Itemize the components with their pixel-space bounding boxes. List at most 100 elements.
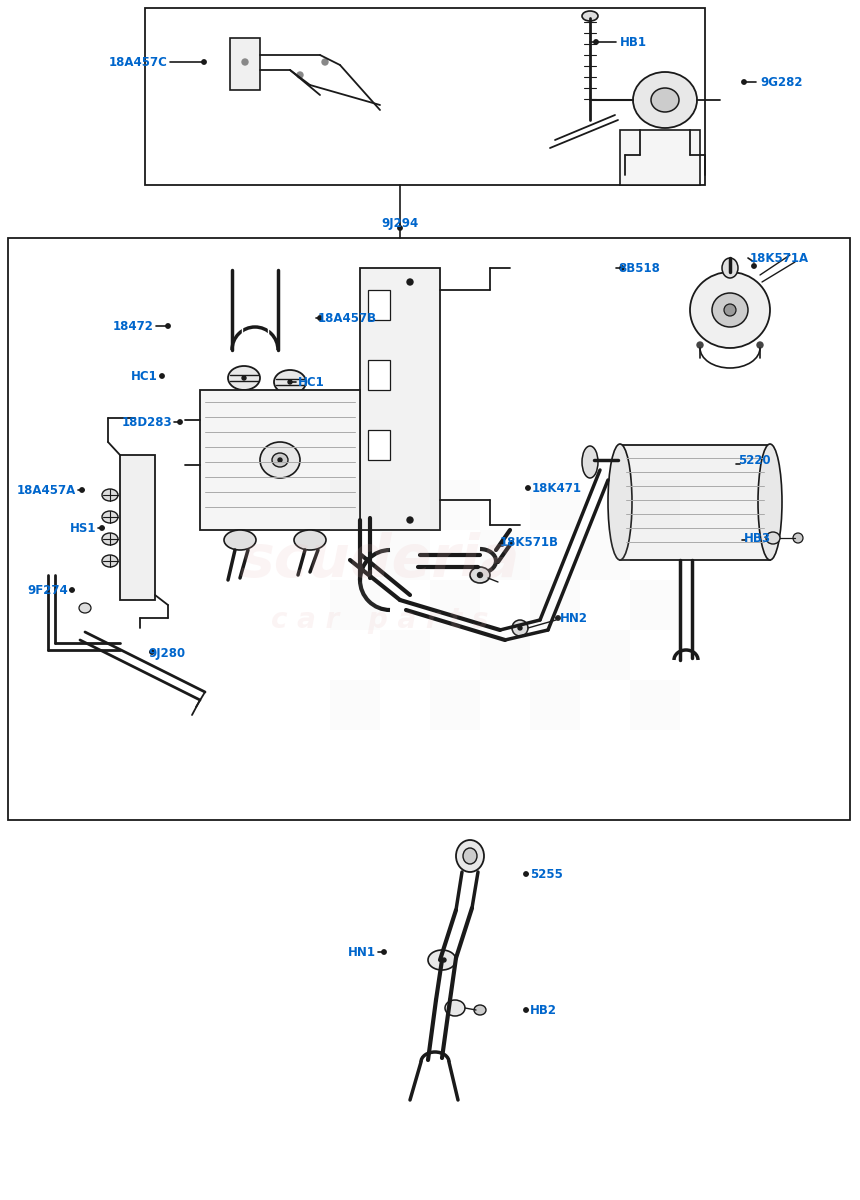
Ellipse shape <box>102 533 118 545</box>
Text: HN2: HN2 <box>560 612 588 624</box>
Ellipse shape <box>470 566 490 583</box>
Polygon shape <box>230 38 260 90</box>
Circle shape <box>100 526 104 530</box>
Circle shape <box>752 264 756 269</box>
Text: 18K571B: 18K571B <box>500 535 559 548</box>
Circle shape <box>556 616 560 620</box>
Circle shape <box>178 420 182 425</box>
Text: 18472: 18472 <box>114 319 154 332</box>
Bar <box>330 680 380 730</box>
Ellipse shape <box>102 554 118 566</box>
Circle shape <box>500 541 504 546</box>
Bar <box>368 360 390 390</box>
Ellipse shape <box>445 1000 465 1016</box>
Ellipse shape <box>428 950 456 970</box>
Text: 18D283: 18D283 <box>121 415 172 428</box>
Text: 9J294: 9J294 <box>381 217 419 230</box>
Bar <box>480 530 530 580</box>
Bar <box>630 680 680 730</box>
Bar <box>630 480 680 530</box>
Bar <box>530 480 580 530</box>
Ellipse shape <box>274 370 306 394</box>
Bar <box>330 580 380 630</box>
Circle shape <box>166 324 170 328</box>
Circle shape <box>70 588 74 593</box>
Text: HB2: HB2 <box>530 1003 557 1016</box>
Circle shape <box>524 1008 528 1012</box>
Ellipse shape <box>712 293 748 326</box>
Bar <box>368 290 390 320</box>
Ellipse shape <box>758 444 782 560</box>
Text: HC1: HC1 <box>132 370 158 383</box>
Bar <box>145 8 705 185</box>
Polygon shape <box>620 130 700 185</box>
Bar <box>330 480 380 530</box>
Circle shape <box>407 517 413 523</box>
Ellipse shape <box>512 620 528 636</box>
Circle shape <box>407 278 413 284</box>
Bar <box>580 630 630 680</box>
Circle shape <box>757 342 763 348</box>
Circle shape <box>742 79 746 84</box>
Ellipse shape <box>272 452 288 467</box>
Circle shape <box>242 376 246 380</box>
Circle shape <box>318 316 322 320</box>
Ellipse shape <box>690 272 770 348</box>
Circle shape <box>620 265 624 270</box>
Circle shape <box>738 462 742 466</box>
Ellipse shape <box>294 530 326 550</box>
Circle shape <box>442 958 446 962</box>
Circle shape <box>382 950 386 954</box>
Text: HB3: HB3 <box>744 532 771 545</box>
Circle shape <box>150 649 154 654</box>
Bar <box>380 530 430 580</box>
Ellipse shape <box>224 530 256 550</box>
Bar <box>430 580 480 630</box>
Circle shape <box>322 59 328 65</box>
Ellipse shape <box>633 72 697 128</box>
Bar <box>580 530 630 580</box>
Text: HB1: HB1 <box>620 36 647 48</box>
Ellipse shape <box>228 366 260 390</box>
Text: c a r   p a r t s: c a r p a r t s <box>271 606 488 634</box>
Text: HC1: HC1 <box>298 376 325 389</box>
Polygon shape <box>620 445 770 560</box>
Circle shape <box>202 60 206 64</box>
Ellipse shape <box>608 444 632 560</box>
Ellipse shape <box>79 602 91 613</box>
Bar <box>430 480 480 530</box>
Ellipse shape <box>474 1006 486 1015</box>
Circle shape <box>242 59 248 65</box>
Ellipse shape <box>793 533 803 542</box>
Ellipse shape <box>260 442 300 478</box>
Text: HN1: HN1 <box>348 946 376 959</box>
Circle shape <box>524 871 528 876</box>
Bar <box>380 630 430 680</box>
Ellipse shape <box>724 304 736 316</box>
Text: 5220: 5220 <box>738 454 771 467</box>
Circle shape <box>292 379 296 384</box>
Text: 18A457C: 18A457C <box>109 55 168 68</box>
Ellipse shape <box>582 446 598 478</box>
Text: scuderia: scuderia <box>240 532 520 588</box>
Circle shape <box>744 538 748 542</box>
Bar <box>8 238 850 820</box>
Ellipse shape <box>102 511 118 523</box>
Circle shape <box>297 72 303 78</box>
Circle shape <box>525 486 531 490</box>
Circle shape <box>593 40 599 44</box>
Ellipse shape <box>102 490 118 502</box>
Text: 18K471: 18K471 <box>532 481 582 494</box>
Bar <box>430 680 480 730</box>
Bar <box>530 680 580 730</box>
Ellipse shape <box>651 88 679 112</box>
Bar <box>530 580 580 630</box>
Circle shape <box>398 226 402 230</box>
Ellipse shape <box>463 848 477 864</box>
Bar <box>630 580 680 630</box>
Circle shape <box>278 458 282 462</box>
Text: 9F274: 9F274 <box>28 583 68 596</box>
Polygon shape <box>360 268 440 530</box>
Text: 9G282: 9G282 <box>760 76 802 89</box>
Text: 18A457A: 18A457A <box>16 484 76 497</box>
